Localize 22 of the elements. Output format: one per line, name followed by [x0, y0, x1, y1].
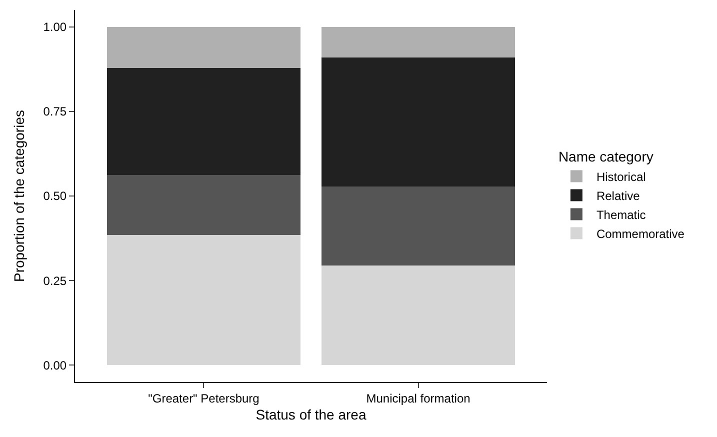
legend-label: Relative [596, 188, 640, 203]
bar [107, 68, 300, 176]
legend-label: Commemorative [596, 226, 685, 241]
bar [107, 235, 300, 366]
y-tick-label: 0.50 [43, 189, 67, 204]
y-tick-label: 0.00 [43, 358, 67, 372]
bar [322, 26, 515, 58]
bar [322, 186, 515, 266]
y-axis-title: Proportion of the categories [10, 110, 27, 282]
y-tick-label: 0.25 [43, 274, 67, 288]
y-tick-label: 1.00 [43, 20, 67, 34]
bar [322, 58, 515, 187]
legend-label: Historical [596, 170, 646, 184]
x-tick-label: "Greater" Petersburg [148, 391, 260, 406]
legend-label: Thematic [596, 208, 646, 222]
x-axis-title: Status of the area [256, 406, 366, 423]
x-tick-label: Municipal formation [366, 391, 470, 406]
legend-title: Name category [558, 148, 654, 165]
bar [107, 26, 300, 68]
y-tick-label: 0.75 [43, 104, 67, 119]
bar [322, 265, 515, 366]
bar [107, 175, 300, 236]
